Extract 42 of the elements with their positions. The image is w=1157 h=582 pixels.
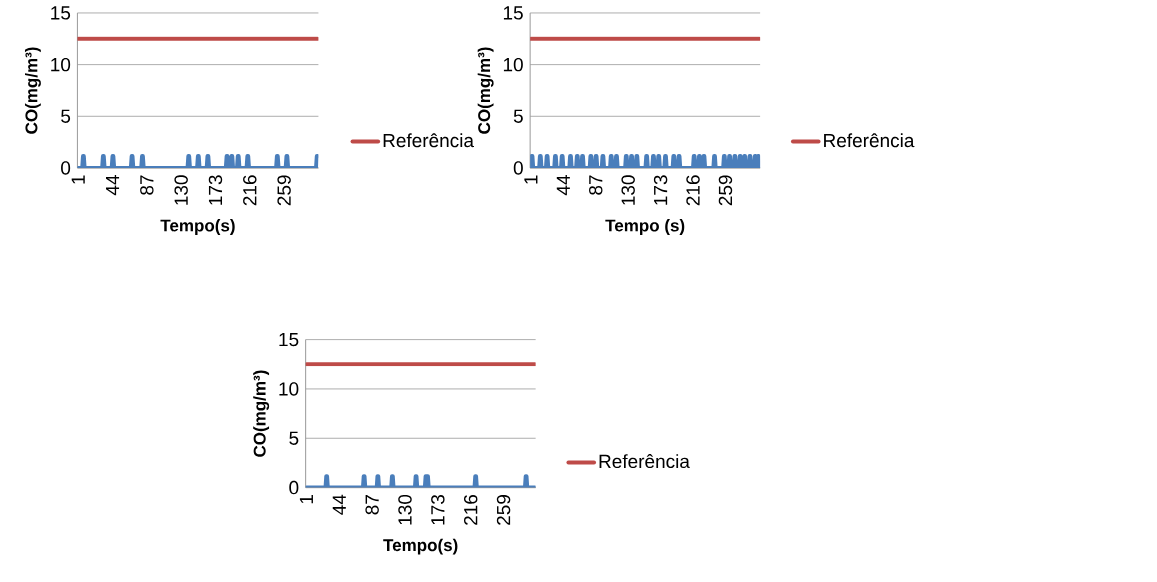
x-tick-label: 130 — [174, 175, 188, 205]
x-tick-label: 44 — [106, 174, 120, 196]
x-tick-label: 130 — [398, 494, 412, 525]
x-tick-label: 130 — [621, 175, 635, 205]
x-tick-label: 216 — [463, 494, 478, 525]
x-tick-label: 173 — [653, 175, 668, 205]
x-tick-label: 173 — [208, 175, 223, 205]
x-tick-label: 1 — [524, 175, 538, 184]
y-tick-label: 0 — [513, 161, 523, 175]
y-tick-label: 15 — [51, 6, 71, 20]
y-tick-label: 10 — [503, 57, 523, 72]
x-tick-label: 259 — [496, 494, 511, 525]
legend-label: Referência — [824, 133, 915, 148]
y-tick-label: 0 — [289, 480, 299, 495]
x-tick-label: 87 — [589, 175, 603, 195]
x-axis-title: Tempo(s) — [160, 218, 235, 235]
x-tick-label: 1 — [71, 175, 85, 184]
y-axis-title: CO(mg/m³) — [477, 47, 494, 134]
x-tick-label: 87 — [365, 494, 379, 515]
y-tick-label: 15 — [503, 6, 523, 20]
x-tick-label: 259 — [718, 175, 733, 206]
y-tick-label: 10 — [51, 57, 71, 72]
x-axis-title: Tempo(s) — [383, 538, 458, 555]
y-tick-label: 0 — [61, 161, 71, 175]
x-axis-title: Tempo (s) — [605, 218, 685, 235]
legend-label: Referência — [383, 133, 475, 148]
x-tick-label: 44 — [332, 494, 346, 515]
y-tick-label: 5 — [513, 109, 523, 123]
y-axis-title: CO(mg/m³) — [253, 370, 270, 457]
legend-label: Referência — [599, 453, 690, 468]
y-axis-title: CO(mg/m³) — [24, 47, 41, 134]
y-tick-label: 5 — [61, 109, 71, 123]
x-tick-label: 216 — [243, 175, 257, 206]
x-tick-label: 216 — [686, 175, 700, 206]
x-tick-label: 44 — [556, 174, 570, 196]
y-tick-label: 15 — [279, 332, 299, 347]
y-tick-label: 10 — [279, 382, 299, 396]
y-tick-label: 5 — [289, 431, 299, 445]
x-tick-label: 173 — [431, 494, 445, 525]
x-tick-label: 87 — [140, 175, 154, 195]
x-tick-label: 259 — [277, 175, 291, 206]
x-tick-label: 1 — [299, 494, 313, 504]
